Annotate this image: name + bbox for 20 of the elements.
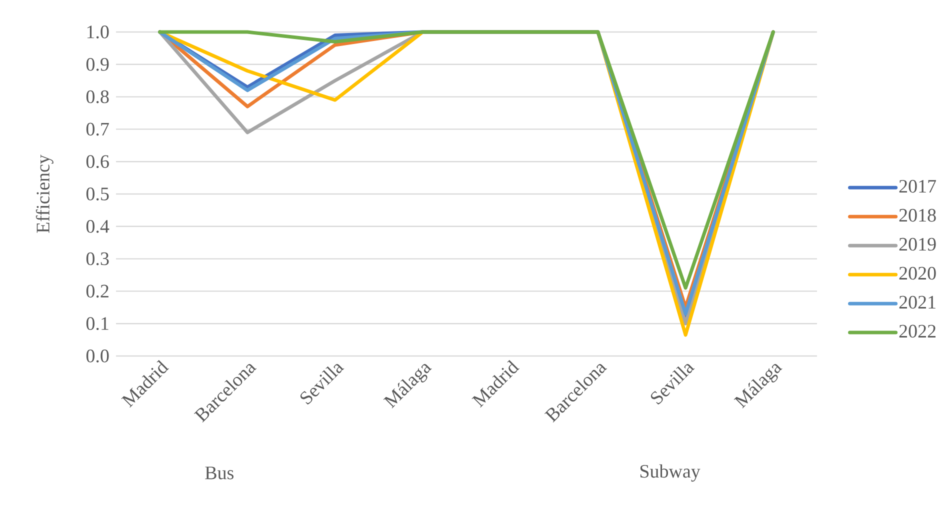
legend-label: 2021 xyxy=(899,296,936,309)
legend-label: 2017 xyxy=(899,180,936,193)
legend-label: 2020 xyxy=(899,266,936,280)
legend-label: 2018 xyxy=(899,208,936,222)
y-tick-label: 0.3 xyxy=(86,252,109,266)
y-tick-label: 0.1 xyxy=(86,317,108,330)
y-tick-label: 0.6 xyxy=(86,155,109,168)
y-tick-label: 0.5 xyxy=(86,188,109,200)
y-tick-label: 0.0 xyxy=(86,350,109,362)
legend-label: 2019 xyxy=(899,238,936,251)
y-axis-title: Efficiency xyxy=(36,154,54,233)
y-tick-label: 0.2 xyxy=(86,284,108,298)
text: Bus xyxy=(205,466,234,480)
y-tick-label: 0.4 xyxy=(86,220,110,233)
y-tick-label: 1.0 xyxy=(87,26,109,38)
y-tick-label: 0.8 xyxy=(86,90,109,104)
text: Subway xyxy=(640,464,700,482)
y-tick-label: 0.9 xyxy=(86,58,109,71)
y-tick-label: 0.7 xyxy=(86,122,109,136)
legend-label: 2022 xyxy=(899,324,936,338)
